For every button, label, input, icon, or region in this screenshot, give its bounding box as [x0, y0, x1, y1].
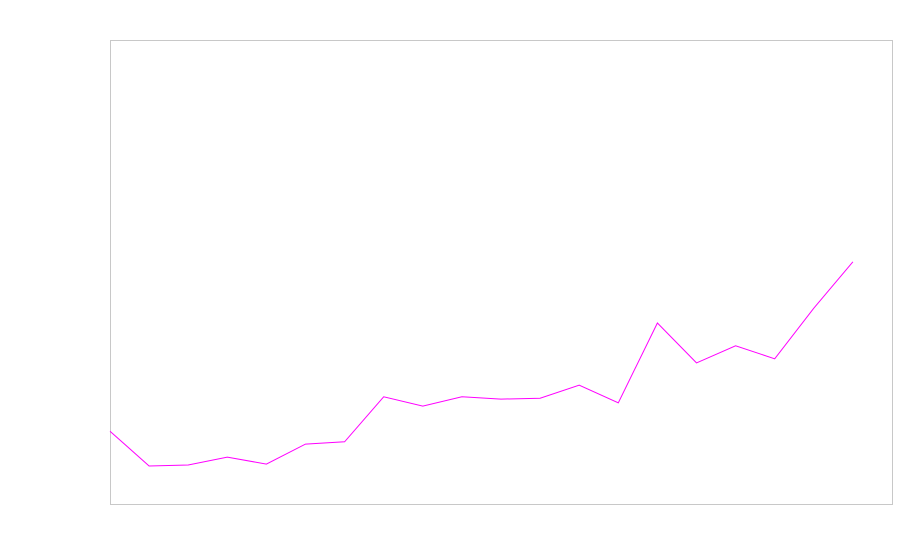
series-line-0 [109, 261, 854, 467]
plot-frame [110, 40, 893, 505]
series-layer [109, 261, 854, 467]
